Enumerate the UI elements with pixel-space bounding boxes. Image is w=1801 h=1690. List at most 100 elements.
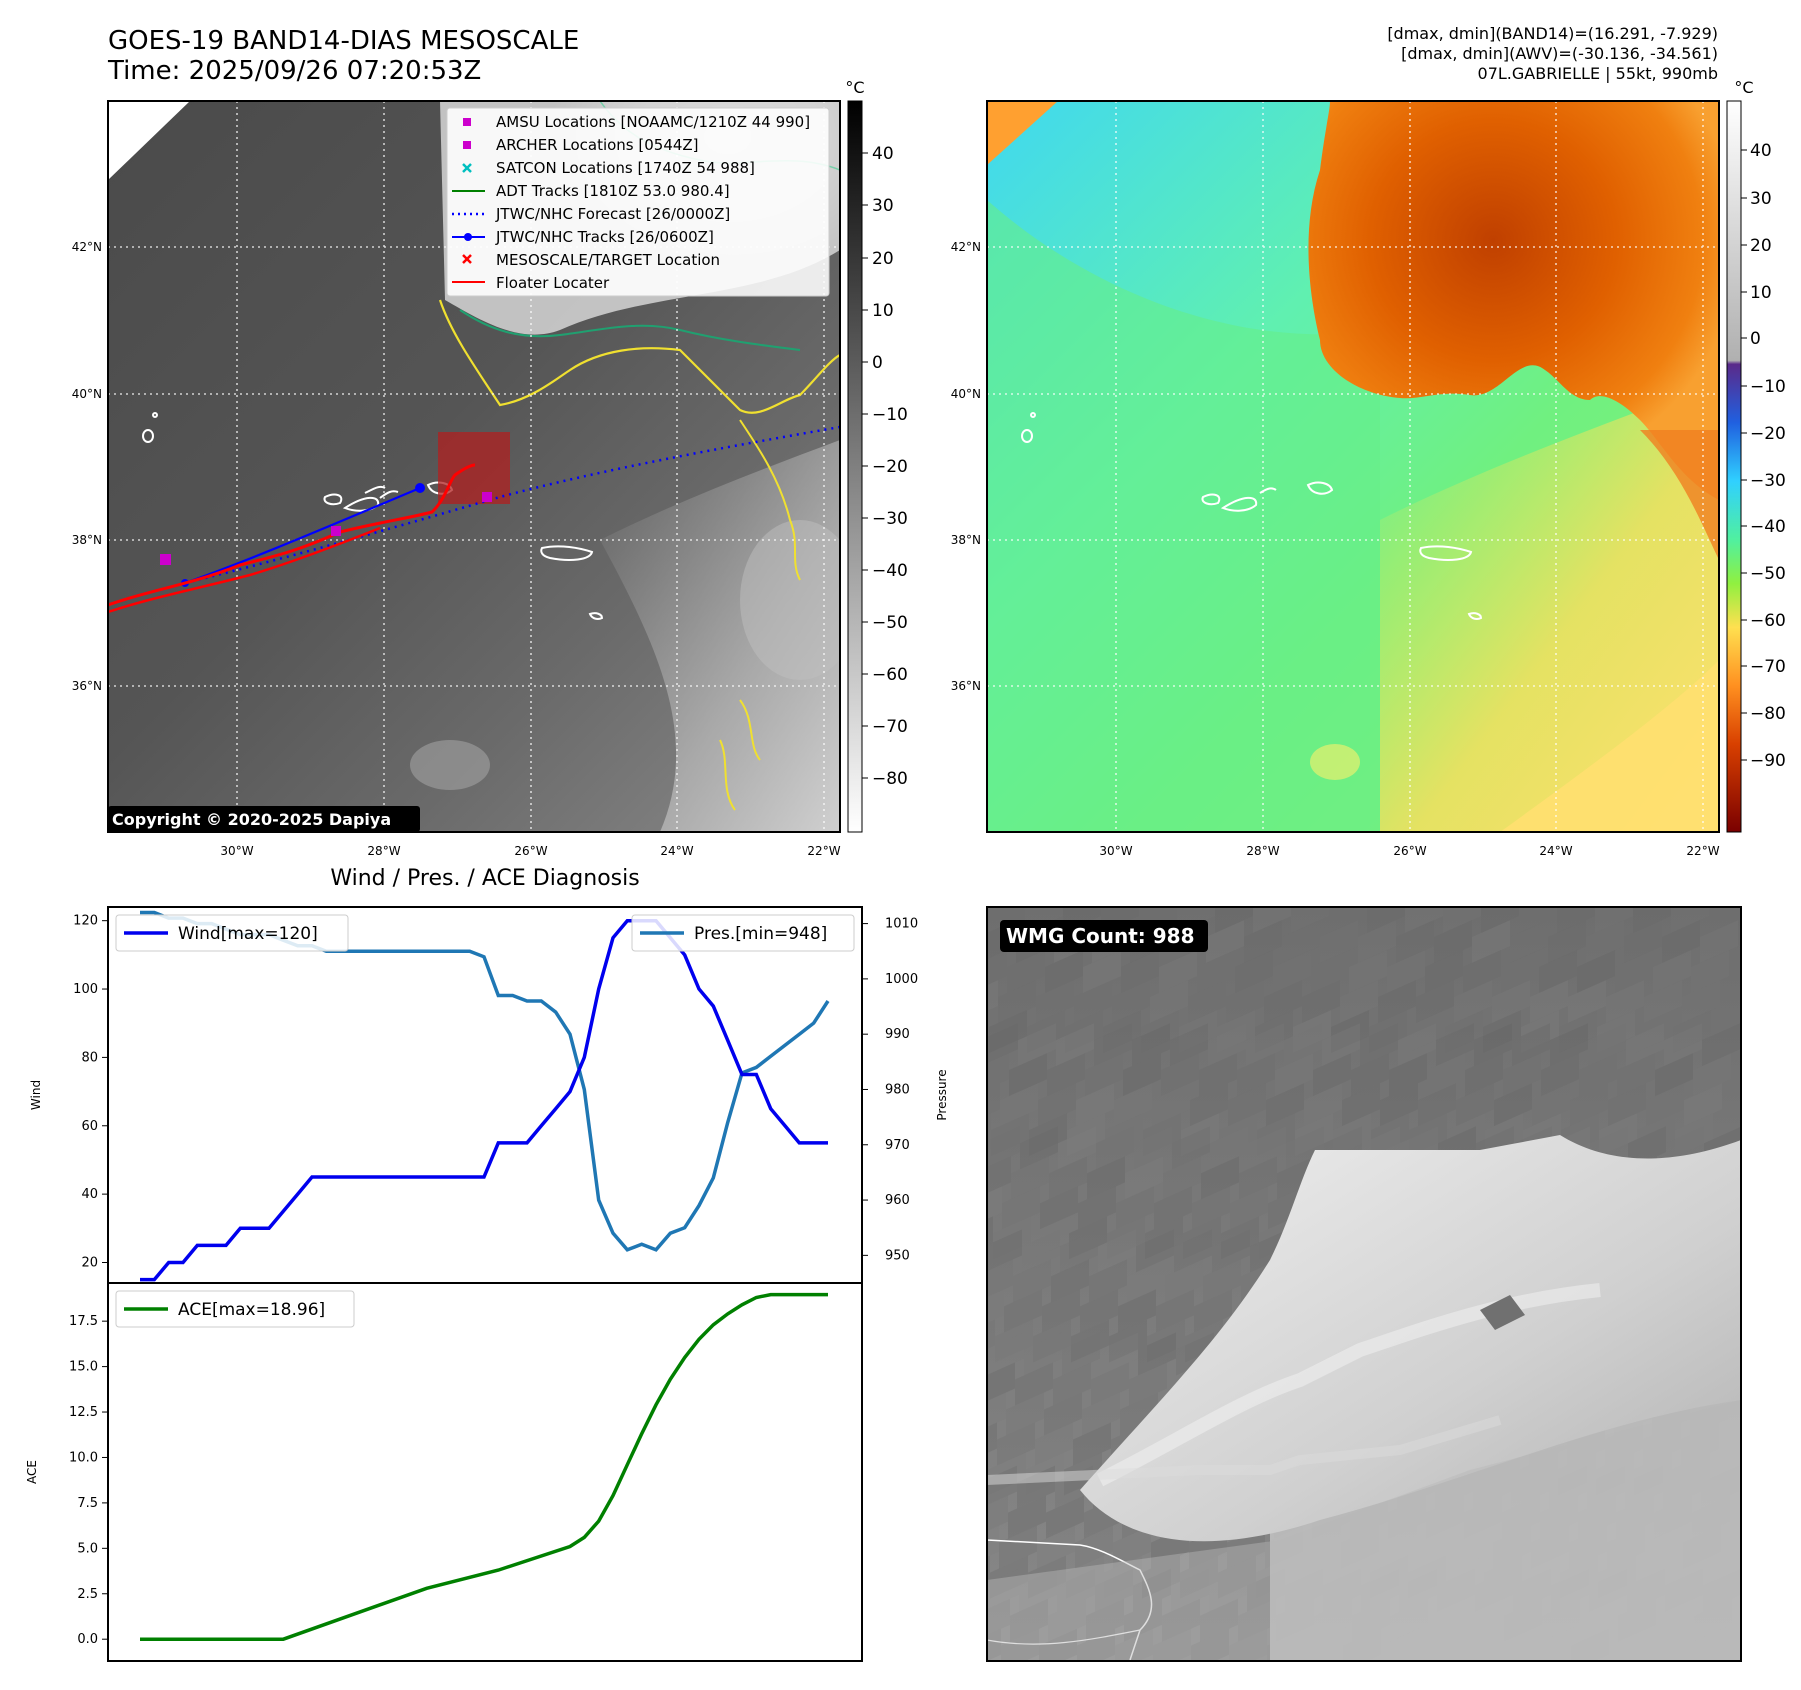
ace-tick-label: 0.0 [77, 1632, 98, 1647]
awv-colorbar-tick: −40 [1750, 517, 1786, 537]
awv-colorbar-tick: −30 [1750, 471, 1786, 491]
pressure-tick-label: 980 [885, 1082, 910, 1097]
wind-tick-label: 80 [81, 1050, 98, 1065]
ace-legend: ACE[max=18.96] [115, 1290, 355, 1328]
awv-lat-label-36n: 36°N [951, 679, 981, 693]
ir-colorbar-tick: −50 [872, 613, 908, 633]
ir-colorbar-tick: −80 [872, 769, 908, 789]
awv-lon-label-30w: 30°W [1099, 844, 1132, 858]
legend-label-forecast: JTWC/NHC Forecast [26/0000Z] [495, 205, 730, 223]
ir-colorbar-tick: −30 [872, 509, 908, 529]
awv-colorbar-tick: −80 [1750, 704, 1786, 724]
ir-map-axis-labels: 30°W 28°W 26°W 24°W 22°W 42°N 40°N 38°N … [72, 240, 841, 858]
legend-label-archer: ARCHER Locations [0544Z] [496, 136, 699, 154]
ir-colorbar: 40 30 20 10 0 −10 −20 −30 −40 −50 −60 −70 −80 [847, 100, 908, 833]
legend-label-tracks: JTWC/NHC Tracks [26/0600Z] [495, 228, 714, 246]
awv-colorbar-tick: 40 [1750, 141, 1772, 161]
awv-lat-label-38n: 38°N [951, 533, 981, 547]
info-band14-range: [dmax, dmin](BAND14)=(16.291, -7.929) [1387, 24, 1718, 43]
lon-label-26w: 26°W [514, 844, 547, 858]
wind-tick-label: 120 [73, 914, 98, 929]
jtwc-observed-track [184, 486, 421, 585]
ir-colorbar-tick: −70 [872, 717, 908, 737]
info-storm: 07L.GABRIELLE | 55kt, 990mb [1477, 64, 1718, 83]
lat-label-36n: 36°N [72, 679, 102, 693]
lon-label-22w: 22°W [807, 844, 840, 858]
awv-colorbar-tick: −60 [1750, 611, 1786, 631]
diagnosis-title: Wind / Pres. / ACE Diagnosis [330, 866, 639, 891]
ace-tick-label: 2.5 [77, 1587, 98, 1602]
pressure-tick-label: 1000 [885, 972, 918, 987]
awv-lon-label-24w: 24°W [1539, 844, 1572, 858]
wind-series-line [140, 918, 828, 1282]
awv-colorbar-tick: −90 [1750, 751, 1786, 771]
wind-legend-label: Wind[max=120] [178, 924, 318, 944]
ace-chart: 17.5 15.0 12.5 10.0 7.5 5.0 2.5 0.0 ACE ACE[max… [25, 1282, 863, 1662]
wind-tick-label: 20 [81, 1255, 98, 1270]
lat-label-40n: 40°N [72, 387, 102, 401]
awv-map-panel [986, 100, 1720, 833]
lon-label-24w: 24°W [660, 844, 693, 858]
chart-time: Time: 2025/09/26 07:20:53Z [108, 56, 482, 86]
ace-tick-label: 7.5 [77, 1496, 98, 1511]
legend-label-target: MESOSCALE/TARGET Location [496, 251, 720, 269]
legend-tracks-symbol [452, 233, 485, 241]
ace-axis-label: ACE [25, 1460, 39, 1484]
awv-colorbar: 40 30 20 10 0 −10 −20 −30 −40 −50 −60 −70 −80 −90 [1726, 100, 1786, 833]
wmg-count-label: WMG Count: 988 [1006, 924, 1195, 948]
ace-tick-label: 10.0 [69, 1450, 98, 1465]
ace-tick-label: 5.0 [77, 1541, 98, 1556]
pressure-tick-label: 960 [885, 1193, 910, 1208]
pressure-axis-label: Pressure [935, 1069, 949, 1120]
ir-colorbar-tick: 10 [872, 301, 894, 321]
ir-colorbar-tick: −60 [872, 665, 908, 685]
awv-lon-label-28w: 28°W [1246, 844, 1279, 858]
legend: AMSU Locations [NOAAMC/1210Z 44 990] ARC… [446, 107, 830, 297]
jtwc-forecast-track [184, 425, 840, 585]
ace-tick-label: 15.0 [69, 1360, 98, 1375]
legend-label-satcon: SATCON Locations [1740Z 54 988] [496, 159, 755, 177]
ir-colorbar-unit: °C [845, 78, 864, 97]
ir-colorbar-tick: −10 [872, 405, 908, 425]
copyright-text: Copyright © 2020-2025 Dapiya [112, 810, 391, 829]
wmg-badge [1000, 920, 1208, 952]
floater-track [108, 463, 476, 607]
legend-target-symbol [462, 254, 472, 264]
awv-colorbar-tick: 10 [1750, 283, 1772, 303]
pressure-tick-label: 990 [885, 1027, 910, 1042]
awv-lat-label-42n: 42°N [951, 240, 981, 254]
ir-colorbar-tick: 30 [872, 196, 894, 216]
copyright-badge: Copyright © 2020-2025 Dapiya [108, 806, 420, 832]
awv-lon-label-26w: 26°W [1393, 844, 1426, 858]
wind-tick-label: 40 [81, 1187, 98, 1202]
awv-colorbar-tick: −50 [1750, 564, 1786, 584]
awv-map-axis-labels: 30°W 28°W 26°W 24°W 22°W 42°N 40°N 38°N … [951, 240, 1720, 858]
legend-label-adt: ADT Tracks [1810Z 53.0 980.4] [496, 182, 730, 200]
pressure-tick-label: 950 [885, 1248, 910, 1263]
legend-amsu-symbol [463, 118, 471, 126]
awv-colorbar-tick: 0 [1750, 329, 1761, 349]
awv-colorbar-tick: 20 [1750, 236, 1772, 256]
amsu-marker [160, 554, 171, 565]
pressure-legend: Pres.[min=948] [631, 914, 855, 952]
legend-archer-symbol [463, 141, 471, 149]
chart-title: GOES-19 BAND14-DIAS MESOSCALE [108, 26, 580, 56]
info-awv-range: [dmax, dmin](AWV)=(-30.136, -34.561) [1401, 44, 1718, 63]
awv-colorbar-tick: −10 [1750, 377, 1786, 397]
wind-pressure-chart: 120 100 80 60 40 20 1010 1000 990 980 970 960 950 Wi… [29, 906, 949, 1284]
wmg-panel: WMG Count: 988 [986, 906, 1742, 1662]
lon-label-28w: 28°W [367, 844, 400, 858]
ace-tick-label: 12.5 [69, 1405, 98, 1420]
ir-colorbar-tick: 40 [872, 144, 894, 164]
ir-colorbar-tick: −20 [872, 457, 908, 477]
awv-colorbar-unit: °C [1734, 78, 1753, 97]
pressure-legend-label: Pres.[min=948] [694, 924, 827, 944]
wind-tick-label: 100 [73, 982, 98, 997]
ir-colorbar-tick: −40 [872, 561, 908, 581]
awv-colorbar-tick: −70 [1750, 657, 1786, 677]
awv-colorbar-tick: 30 [1750, 189, 1772, 209]
lat-label-38n: 38°N [72, 533, 102, 547]
legend-label-amsu: AMSU Locations [NOAAMC/1210Z 44 990] [496, 113, 810, 131]
awv-lat-label-40n: 40°N [951, 387, 981, 401]
